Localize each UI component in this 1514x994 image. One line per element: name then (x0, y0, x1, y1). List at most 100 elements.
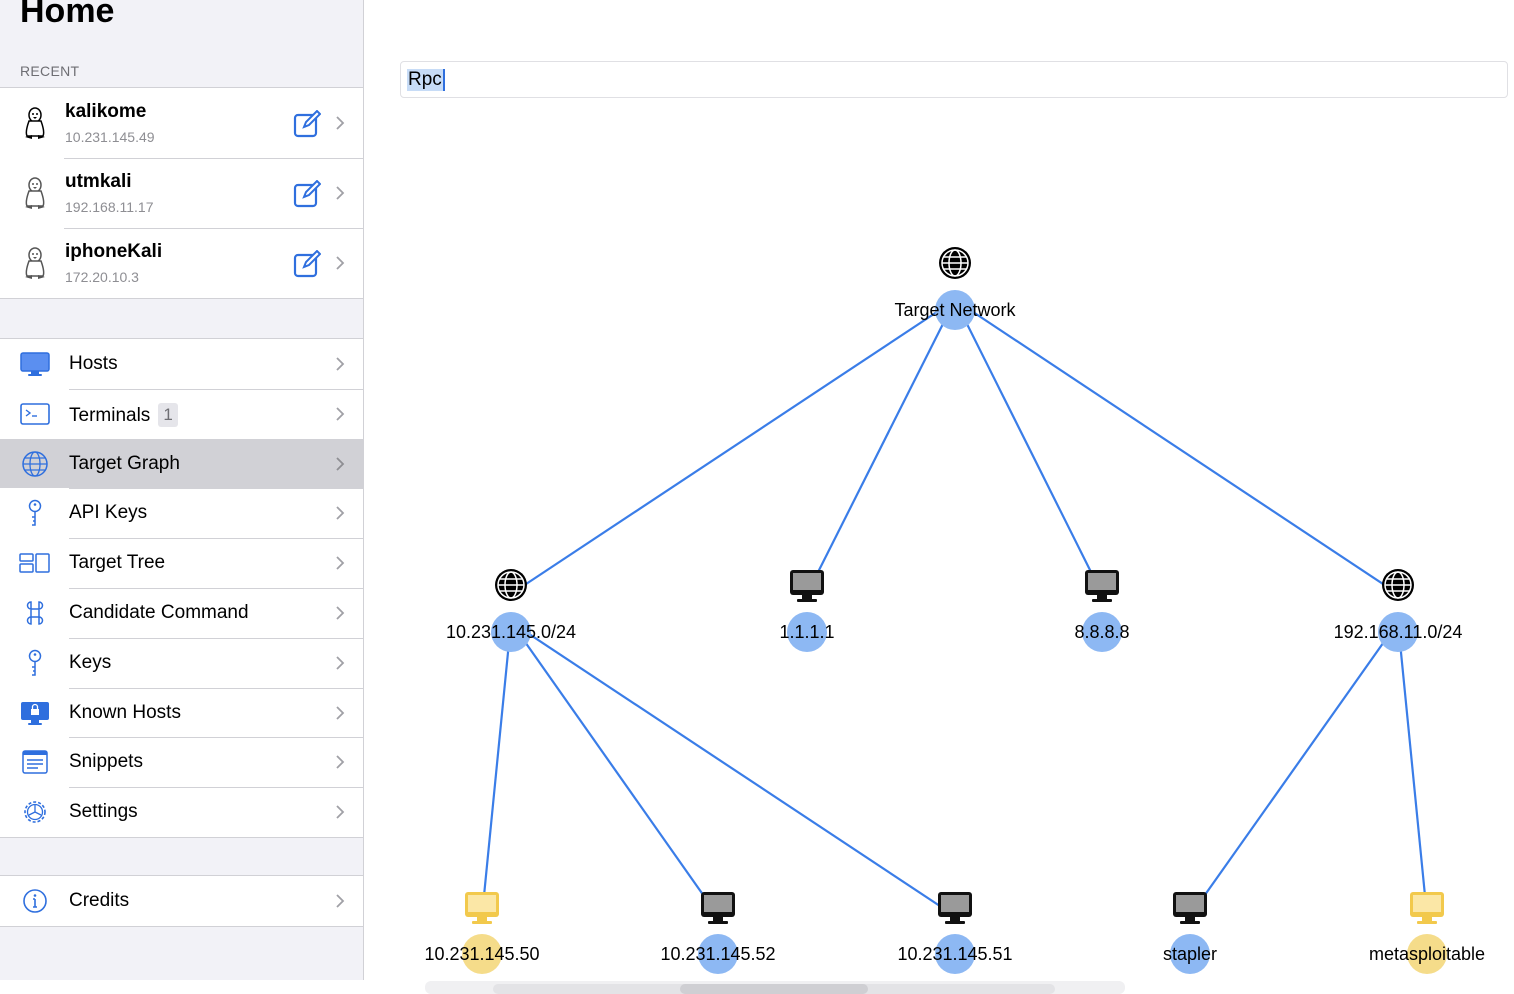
node-label: metasploitable (1369, 944, 1485, 964)
edit-icon[interactable] (293, 250, 321, 278)
sidebar-item-label: Candidate Command (69, 601, 249, 623)
graph-node[interactable]: 10.231.145.51 (897, 892, 1013, 974)
recent-host-row[interactable]: iphoneKali 172.20.10.3 (0, 228, 363, 298)
graph-node[interactable]: 1.1.1.1 (779, 570, 835, 652)
sidebar-item-target-tree[interactable]: Target Tree (0, 538, 363, 588)
recent-host-ip: 192.168.11.17 (65, 199, 154, 215)
edit-icon[interactable] (293, 110, 321, 138)
graph-node[interactable]: 10.231.145.52 (660, 892, 776, 974)
chevron-right-icon (336, 656, 345, 670)
chevron-right-icon (336, 606, 345, 620)
sidebar-item-snippets[interactable]: Snippets (0, 737, 363, 787)
graph-edge (510, 299, 956, 595)
node-circle (935, 934, 975, 974)
node-label: 192.168.11.0/24 (1334, 622, 1463, 642)
recent-host-name: utmkali (65, 171, 132, 192)
sidebar-item-candidate-command[interactable]: Candidate Command (0, 587, 363, 638)
sidebar-item-settings[interactable]: Settings (0, 787, 363, 837)
recent-host-row[interactable]: kalikome 10.231.145.49 (0, 88, 363, 158)
node-label: 1.1.1.1 (779, 622, 834, 642)
sidebar-item-api-keys[interactable]: API Keys (0, 488, 363, 538)
sidebar-item-keys[interactable]: Keys (0, 637, 363, 688)
node-circle (1378, 612, 1418, 652)
recent-host-ip: 10.231.145.49 (65, 129, 155, 145)
chevron-right-icon (336, 456, 345, 471)
graph-node[interactable]: stapler (1163, 892, 1217, 974)
graph-edge (1189, 621, 1399, 917)
graph-edge (806, 299, 956, 595)
computer-icon (1085, 570, 1119, 602)
search-input-value: Rpc (407, 69, 445, 91)
chevron-right-icon (336, 705, 345, 720)
recent-host-row[interactable]: utmkali 192.168.11.17 (0, 158, 363, 228)
count-badge: 1 (158, 402, 178, 427)
graph-edge (480, 621, 513, 917)
linux-penguin-icon (25, 107, 45, 139)
sidebar-item-label: Target Tree (69, 552, 166, 574)
sidebar-item-label: Target Graph (69, 452, 180, 474)
sidebar: Home RECENT kalikome 10.231.145.49 (0, 0, 364, 980)
globe-icon (1382, 569, 1414, 601)
node-label: 10.231.145.52 (660, 944, 775, 964)
node-label: 10.231.145.50 (424, 944, 539, 964)
computer-yellow-icon (1410, 892, 1444, 924)
page-title: Home (20, 0, 115, 30)
sidebar-item-label: Known Hosts (69, 701, 181, 723)
key-icon (28, 500, 42, 527)
sidebar-item-label: API Keys (69, 502, 148, 524)
lock-monitor-icon (21, 701, 49, 725)
edit-icon[interactable] (293, 180, 321, 208)
sidebar-item-label: Snippets (69, 751, 143, 773)
scrollbar-thumb[interactable] (680, 984, 868, 994)
globe-icon (939, 247, 971, 279)
sidebar-item-hosts[interactable]: Hosts (0, 339, 363, 389)
sidebar-item-label: Keys (69, 651, 112, 673)
chevron-right-icon (336, 116, 345, 130)
chevron-right-icon (336, 407, 345, 421)
graph-edge (954, 299, 1103, 595)
graph-node[interactable]: 8.8.8.8 (1074, 570, 1130, 652)
key-icon (28, 649, 42, 676)
graph-edge (954, 299, 1399, 595)
sidebar-item-label: Credits (69, 890, 130, 911)
node-circle (1082, 612, 1122, 652)
sidebar-item-label: Hosts (69, 353, 118, 374)
search-input[interactable]: Rpc (400, 61, 1508, 98)
chevron-right-icon (336, 357, 345, 371)
node-circle (1407, 934, 1447, 974)
node-circle (491, 612, 531, 652)
sidebar-item-target-graph[interactable]: Target Graph (0, 438, 363, 489)
sidebar-item-known-hosts[interactable]: Known Hosts (0, 687, 363, 738)
sidebar-item-credits[interactable]: Credits (0, 876, 363, 926)
node-circle (698, 934, 738, 974)
graph-node[interactable]: 192.168.11.0/24 (1334, 569, 1463, 652)
graph-node[interactable]: 10.231.145.0/24 (446, 569, 576, 652)
tree-icon (19, 553, 50, 573)
target-graph: Target Network 10.231.145.0/24 1.1.1.1 8.8.… (424, 247, 1485, 974)
info-icon (23, 889, 47, 913)
graph-edge (510, 621, 956, 917)
node-circle (462, 934, 502, 974)
sidebar-item-terminals[interactable]: Terminals 1 (0, 388, 363, 439)
gear-icon (24, 801, 46, 823)
computer-icon (790, 570, 824, 602)
chevron-right-icon (336, 506, 345, 521)
node-label: Target Network (894, 300, 1016, 320)
computer-icon (1173, 892, 1207, 924)
node-circle (787, 612, 827, 652)
terminal-icon (20, 402, 50, 425)
node-label: 10.231.145.0/24 (446, 622, 576, 642)
snippets-icon (22, 750, 48, 775)
recent-host-ip: 172.20.10.3 (65, 269, 139, 285)
recent-host-name: iphoneKali (65, 241, 163, 262)
graph-node[interactable]: metasploitable (1369, 892, 1485, 974)
graph-node[interactable]: 10.231.145.50 (424, 892, 540, 974)
credits-group: Credits (0, 875, 363, 927)
globe-icon (22, 450, 48, 477)
computer-icon (701, 892, 735, 924)
node-circle (935, 290, 975, 330)
terminals-label: Terminals (69, 404, 151, 426)
graph-edge (510, 621, 719, 917)
globe-icon (495, 569, 527, 601)
graph-node[interactable]: Target Network (894, 247, 1017, 330)
